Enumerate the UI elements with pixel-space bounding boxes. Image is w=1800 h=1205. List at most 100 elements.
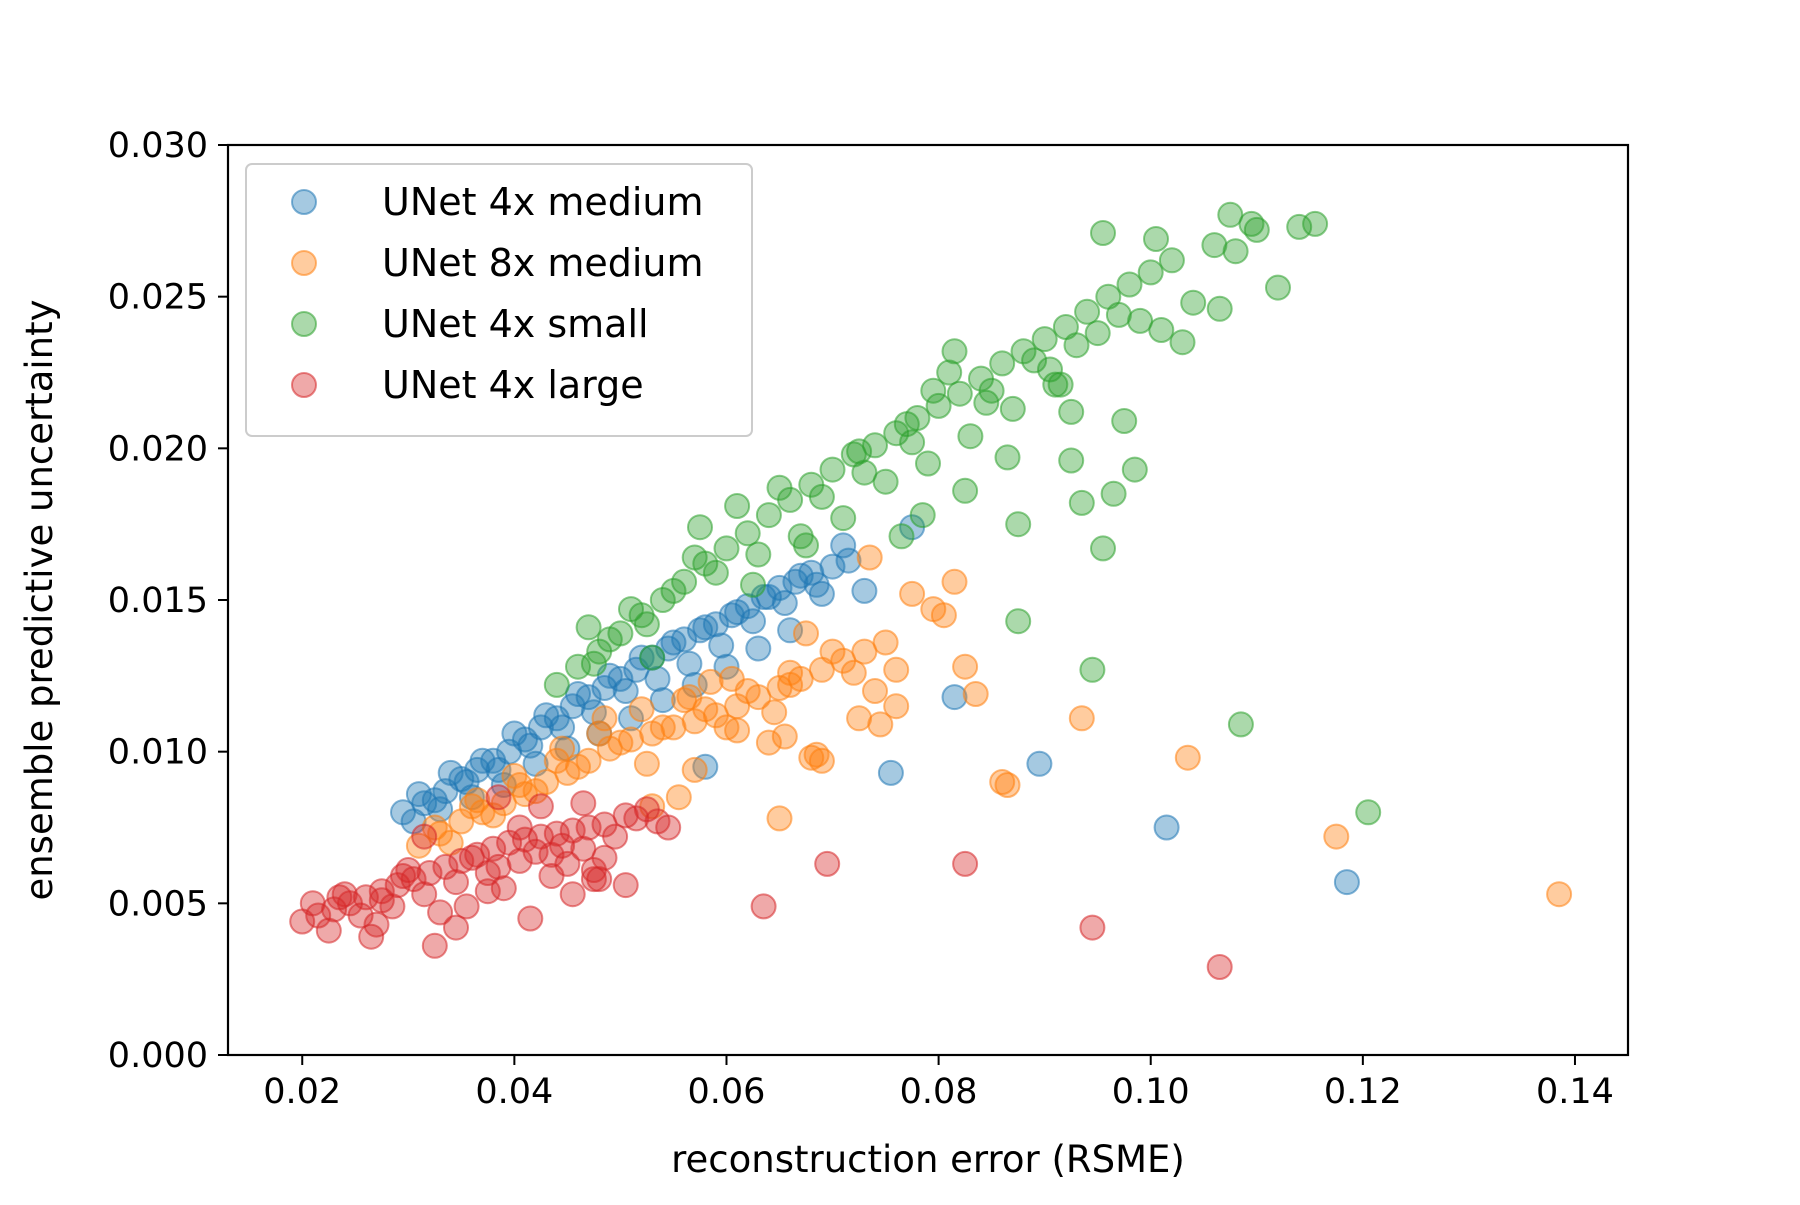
scatter-point bbox=[681, 544, 708, 571]
scatter-point bbox=[819, 456, 846, 483]
scatter-point bbox=[644, 665, 671, 692]
scatter-point bbox=[623, 805, 650, 832]
scatter-point bbox=[692, 614, 719, 641]
scatter-point bbox=[1169, 329, 1196, 356]
scatter-point bbox=[612, 872, 639, 899]
scatter-point bbox=[877, 759, 904, 786]
x-tick-label: 0.14 bbox=[1536, 1072, 1614, 1112]
scatter-point bbox=[851, 459, 878, 486]
scatter-point bbox=[819, 553, 846, 580]
scatter-point bbox=[1021, 347, 1048, 374]
scatter-point bbox=[750, 893, 777, 920]
scatter-point bbox=[856, 544, 883, 571]
scatter-point bbox=[1286, 213, 1313, 240]
scatter-point bbox=[766, 805, 793, 832]
scatter-point bbox=[1100, 480, 1127, 507]
scatter-point bbox=[575, 814, 602, 841]
scatter-point bbox=[1005, 511, 1032, 538]
series-1 bbox=[390, 514, 1360, 896]
scatter-point bbox=[411, 823, 438, 850]
scatter-point bbox=[421, 787, 448, 814]
scatter-point bbox=[830, 505, 857, 532]
scatter-point bbox=[745, 635, 772, 662]
scatter-point bbox=[538, 863, 565, 889]
scatter-point bbox=[522, 838, 549, 865]
legend-label: UNet 8x medium bbox=[382, 241, 704, 285]
scatter-point bbox=[1355, 799, 1382, 826]
y-tick-label: 0.015 bbox=[108, 581, 208, 621]
legend-marker bbox=[291, 189, 317, 215]
scatter-point bbox=[808, 483, 835, 510]
scatter-point bbox=[538, 841, 565, 868]
scatter-point bbox=[485, 853, 512, 880]
scatter-point bbox=[883, 693, 910, 720]
legend-item: UNet 4x small bbox=[291, 302, 649, 346]
scatter-point bbox=[1047, 371, 1074, 398]
scatter-point bbox=[405, 781, 432, 808]
scatter-point bbox=[1026, 750, 1053, 777]
scatter-point bbox=[697, 668, 724, 695]
scatter-point bbox=[628, 696, 655, 723]
scatter-point bbox=[771, 723, 798, 750]
legend: UNet 4x medium UNet 8x medium UNet 4x smal… bbox=[245, 163, 753, 437]
scatter-point bbox=[867, 711, 894, 738]
scatter-point bbox=[830, 532, 857, 559]
y-axis-ticks: 0.000 0.005 0.010 0.015 0.020 0.025 0.030 bbox=[108, 126, 228, 1076]
scatter-point bbox=[580, 866, 607, 893]
legend-marker bbox=[291, 372, 317, 398]
scatter-point bbox=[458, 844, 485, 871]
scatter-point bbox=[888, 523, 915, 550]
scatter-point bbox=[851, 577, 878, 604]
scatter-point bbox=[920, 377, 947, 404]
x-axis-ticks: 0.02 0.04 0.06 0.08 0.10 0.12 0.14 bbox=[263, 1055, 1614, 1112]
scatter-point bbox=[1333, 869, 1360, 896]
scatter-point bbox=[549, 714, 576, 741]
scatter-point bbox=[702, 611, 729, 638]
scatter-point bbox=[1206, 954, 1233, 980]
scatter-point bbox=[994, 772, 1021, 798]
scatter-point bbox=[299, 890, 326, 917]
scatter-point bbox=[1238, 210, 1265, 237]
legend-label: UNet 4x large bbox=[382, 363, 644, 407]
x-tick-label: 0.06 bbox=[688, 1072, 766, 1112]
scatter-point bbox=[814, 850, 841, 877]
scatter-point bbox=[443, 869, 469, 896]
scatter-point bbox=[1148, 317, 1175, 343]
scatter-point bbox=[755, 729, 782, 756]
scatter-point bbox=[575, 614, 602, 641]
scatter-point bbox=[925, 392, 952, 419]
scatter-point bbox=[453, 893, 480, 920]
x-tick-label: 0.12 bbox=[1324, 1072, 1402, 1112]
scatter-point bbox=[808, 580, 835, 607]
scatter-point bbox=[639, 644, 666, 671]
scatter-point bbox=[936, 359, 963, 386]
scatter-point bbox=[421, 814, 448, 841]
scatter-point bbox=[846, 438, 873, 465]
scatter-point bbox=[485, 784, 512, 811]
legend-marker bbox=[291, 311, 317, 337]
scatter-point bbox=[1206, 295, 1233, 322]
scatter-point bbox=[474, 878, 501, 905]
scatter-point bbox=[793, 620, 819, 647]
scatter-point bbox=[1137, 259, 1164, 286]
scatter-point bbox=[872, 629, 899, 656]
y-tick-label: 0.000 bbox=[108, 1036, 208, 1076]
scatter-point bbox=[1227, 711, 1254, 738]
scatter-point bbox=[586, 720, 613, 747]
scatter-point bbox=[665, 784, 692, 811]
scatter-point bbox=[390, 863, 416, 889]
y-tick-label: 0.025 bbox=[108, 278, 208, 318]
scatter-point bbox=[490, 875, 517, 902]
scatter-point bbox=[1265, 274, 1291, 301]
scatter-point bbox=[1174, 744, 1201, 771]
scatter-point bbox=[628, 644, 655, 671]
scatter-point bbox=[766, 474, 793, 501]
scatter-point bbox=[411, 881, 438, 908]
scatter-point bbox=[633, 750, 660, 777]
scatter-point bbox=[777, 617, 804, 644]
scatter-point bbox=[591, 705, 618, 732]
scatter-point bbox=[570, 790, 597, 817]
scatter-point bbox=[946, 380, 973, 407]
scatter-point bbox=[793, 532, 819, 559]
